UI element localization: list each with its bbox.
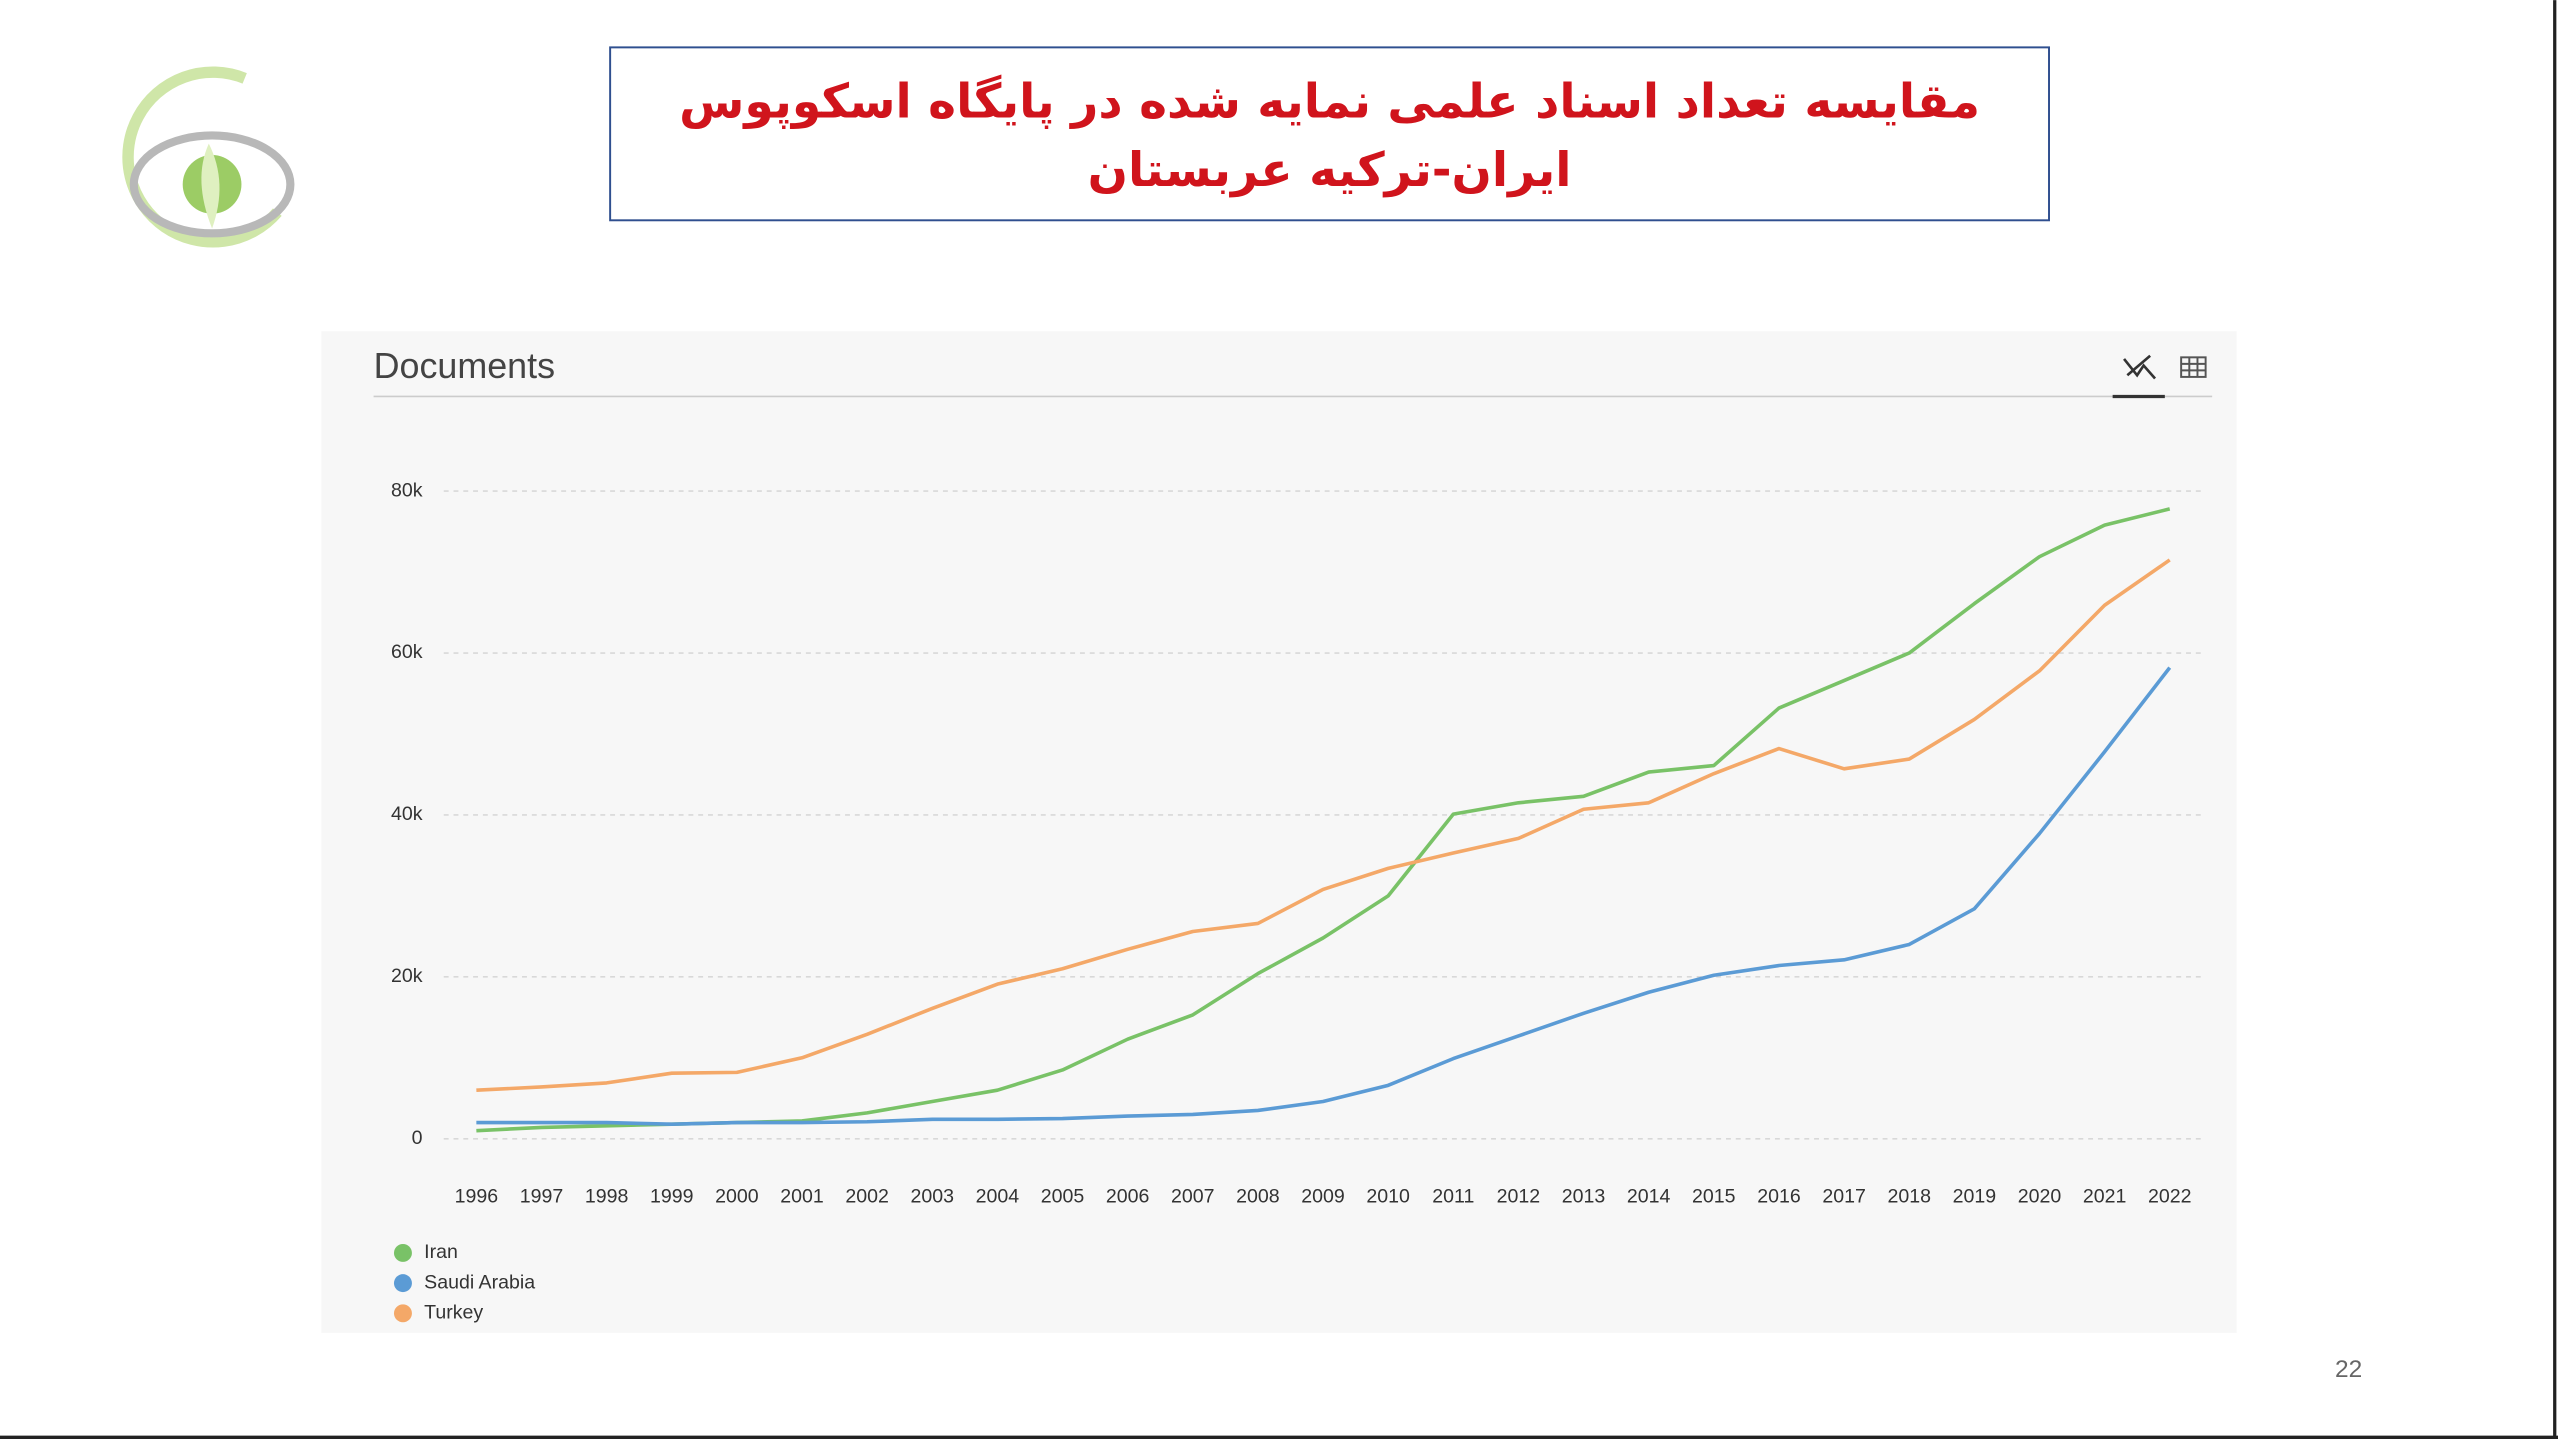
x-tick-label: 2002: [845, 1186, 889, 1208]
x-tick-label: 2008: [1236, 1186, 1280, 1208]
y-tick-label: 80k: [391, 479, 423, 501]
legend-label: Iran: [424, 1241, 458, 1263]
x-tick-label: 1997: [520, 1186, 564, 1208]
x-tick-label: 2004: [976, 1186, 1020, 1208]
x-tick-label: 2016: [1757, 1186, 1801, 1208]
x-tick-label: 2007: [1171, 1186, 1215, 1208]
x-tick-label: 1999: [650, 1186, 694, 1208]
series-line: [476, 558, 2171, 1092]
legend-label: Saudi Arabia: [424, 1271, 535, 1293]
legend-marker: [393, 1304, 412, 1323]
x-tick-label: 2010: [1366, 1186, 1410, 1208]
x-tick-label: 2020: [2018, 1186, 2062, 1208]
x-tick-label: 2019: [1953, 1186, 1997, 1208]
x-tick-label: 2012: [1497, 1186, 1541, 1208]
y-tick-label: 60k: [391, 641, 423, 663]
x-tick-label: 2006: [1106, 1186, 1150, 1208]
x-tick-label: 2017: [1822, 1186, 1866, 1208]
x-tick-label: 1996: [455, 1186, 499, 1208]
legend-marker: [393, 1243, 412, 1262]
x-tick-label: 1998: [585, 1186, 629, 1208]
logo: [122, 66, 295, 248]
legend-marker: [393, 1274, 412, 1293]
chart-title: Documents: [374, 346, 555, 386]
x-tick-label: 2013: [1562, 1186, 1606, 1208]
x-tick-label: 2003: [911, 1186, 955, 1208]
chart-panel: [321, 331, 2237, 1333]
x-tick-label: 2021: [2083, 1186, 2127, 1208]
x-tick-label: 2009: [1301, 1186, 1345, 1208]
x-tick-label: 2018: [1887, 1186, 1931, 1208]
x-tick-label: 2001: [780, 1186, 824, 1208]
y-tick-label: 40k: [391, 803, 423, 825]
legend-label: Turkey: [424, 1301, 483, 1323]
chart-view-button[interactable]: [2112, 354, 2165, 399]
y-tick-label: 20k: [391, 965, 423, 987]
page-number: 22: [2335, 1356, 2362, 1383]
y-tick-label: 0: [412, 1127, 423, 1149]
table-view-button[interactable]: [2180, 356, 2207, 378]
x-tick-label: 2014: [1627, 1186, 1671, 1208]
slide-title: مقایسه تعداد اسناد علمی نمایه شده در پای…: [679, 73, 1980, 129]
title-box: [609, 46, 2050, 222]
x-tick-label: 2011: [1432, 1186, 1474, 1208]
x-tick-label: 2015: [1692, 1186, 1736, 1208]
x-tick-label: 2022: [2148, 1186, 2192, 1208]
x-tick-label: 2000: [715, 1186, 759, 1208]
series-line: [476, 666, 2172, 1126]
x-tick-label: 2005: [1041, 1186, 1085, 1208]
slide-title: ایران-ترکیه عربستان: [1088, 143, 1572, 198]
